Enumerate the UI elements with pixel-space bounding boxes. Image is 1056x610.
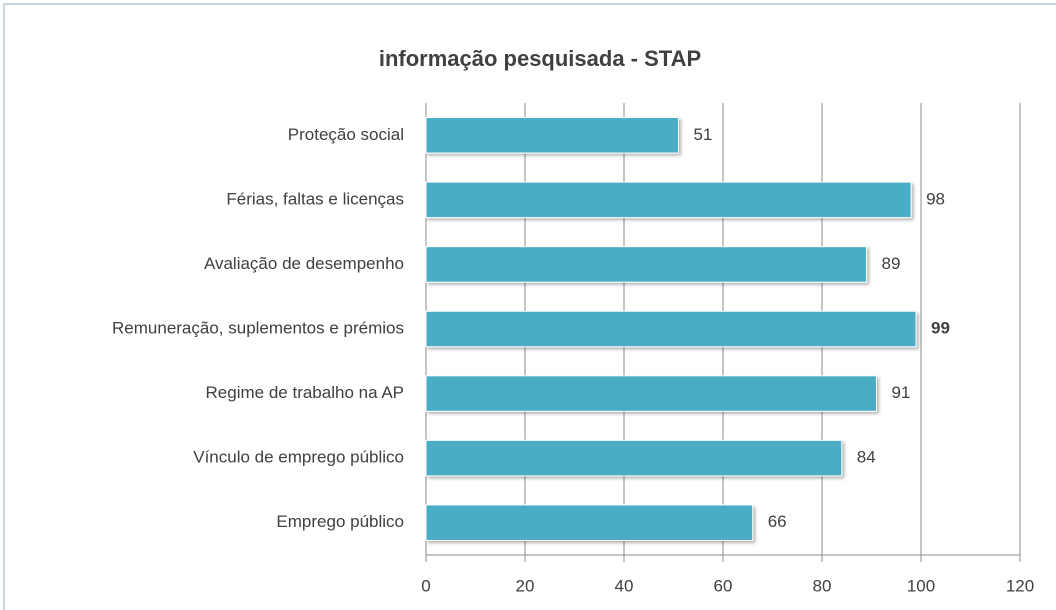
y-tick-label: Avaliação de desempenho [204, 254, 404, 273]
y-tick-label: Regime de trabalho na AP [206, 383, 404, 402]
x-tick-label: 20 [516, 576, 535, 595]
x-tick-label: 120 [1006, 576, 1034, 595]
chart-title: informação pesquisada - STAP [379, 46, 701, 71]
value-label: 84 [857, 448, 876, 467]
bar [425, 181, 912, 219]
bar [425, 439, 843, 477]
bar [425, 310, 917, 348]
x-tick-label: 80 [813, 576, 832, 595]
x-tick-label: 100 [907, 576, 935, 595]
y-tick-label: Férias, faltas e licenças [226, 189, 404, 208]
x-tick-label: 60 [714, 576, 733, 595]
value-label: 66 [768, 512, 787, 531]
value-label: 91 [891, 383, 910, 402]
bar [425, 375, 877, 412]
y-tick-label: Remuneração, suplementos e prémios [112, 318, 404, 337]
y-tick-label: Proteção social [288, 125, 404, 144]
y-tick-label: Emprego público [276, 512, 404, 531]
value-label: 98 [926, 189, 945, 208]
x-tick-label: 40 [615, 576, 634, 595]
bar [425, 117, 679, 154]
value-label: 99 [931, 318, 950, 337]
value-label: 89 [882, 254, 901, 273]
value-label: 51 [693, 125, 712, 144]
y-tick-label: Vínculo de emprego público [193, 448, 404, 467]
bar [425, 246, 868, 283]
x-tick-label: 0 [421, 576, 430, 595]
bar [425, 504, 754, 541]
